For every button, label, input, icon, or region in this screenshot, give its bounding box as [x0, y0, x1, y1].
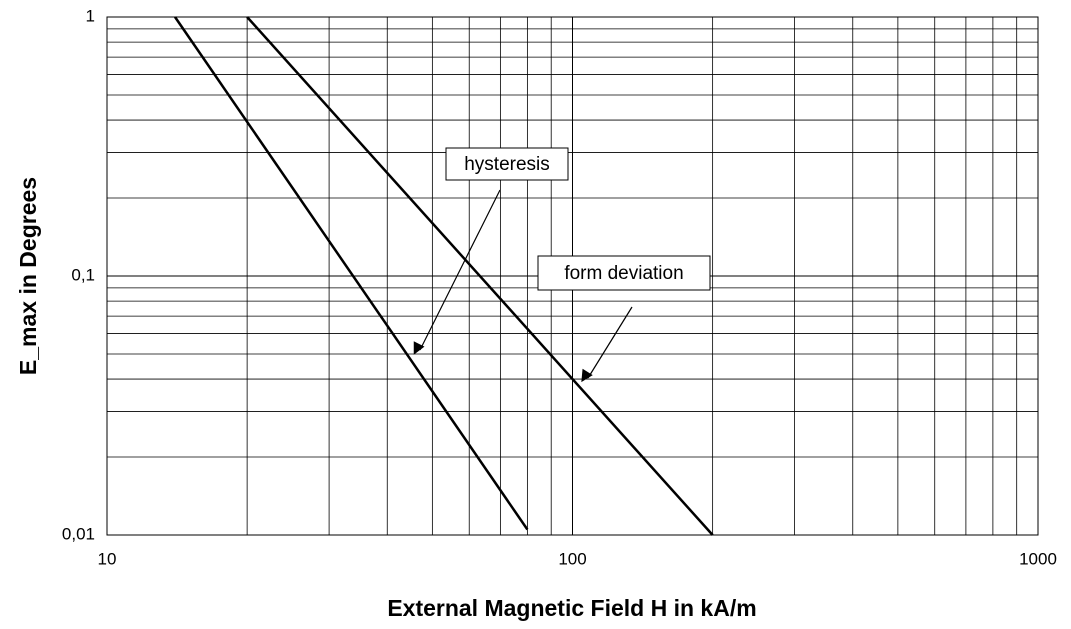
annotation-text: hysteresis — [464, 154, 550, 175]
y-tick-label: 0,01 — [62, 524, 95, 543]
annotation-arrow — [413, 189, 501, 355]
x-axis-title: External Magnetic Field H in kA/m — [387, 595, 756, 621]
annotation-text: form deviation — [564, 263, 683, 284]
plot-frame — [106, 16, 1039, 536]
y-tick-label: 1 — [86, 6, 95, 25]
annotation-box — [537, 255, 711, 291]
x-tick-label: 100 — [558, 549, 586, 568]
annotation-box — [445, 147, 569, 181]
x-tick-label: 1000 — [1019, 549, 1057, 568]
series-line — [173, 16, 529, 531]
y-axis-title: E_max in Degrees — [15, 177, 41, 375]
y-tick-label: 0,1 — [71, 265, 95, 284]
x-tick-label: 10 — [98, 549, 117, 568]
series-line — [246, 16, 714, 536]
annotation-arrow — [581, 306, 633, 383]
